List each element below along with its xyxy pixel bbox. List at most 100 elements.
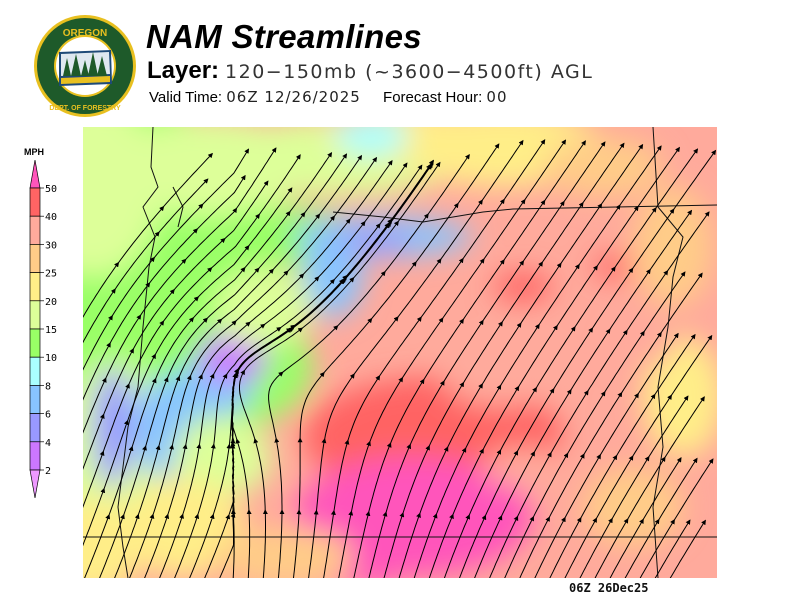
streamline xyxy=(236,147,277,209)
streamline xyxy=(316,438,327,511)
streamline xyxy=(282,325,339,373)
legend-tick-label: 40 xyxy=(45,212,57,223)
streamline xyxy=(379,316,422,377)
legend-tick-label: 10 xyxy=(45,353,57,364)
streamline xyxy=(84,513,111,578)
streamline xyxy=(244,210,291,269)
streamline xyxy=(213,323,266,375)
streamline xyxy=(201,321,251,376)
forecast-hour-value: 00 xyxy=(486,88,508,106)
wind-speed-region xyxy=(633,187,713,307)
streamline xyxy=(346,218,393,277)
streamline xyxy=(390,378,425,444)
streamline xyxy=(619,145,662,206)
streamline xyxy=(303,218,351,275)
streamline xyxy=(369,376,404,442)
streamline xyxy=(604,330,645,393)
streamline xyxy=(239,369,256,440)
streamline xyxy=(501,451,535,517)
streamline xyxy=(334,156,378,217)
streamline xyxy=(258,211,306,269)
wind-speed-region xyxy=(483,447,563,487)
oregon-department-of-forestry-logo: OREGON DEPT. OF FORESTRY xyxy=(33,14,137,123)
svg-text:DEPT. OF FORESTRY: DEPT. OF FORESTRY xyxy=(49,105,121,112)
streamline xyxy=(582,142,625,203)
legend-swatch xyxy=(29,187,41,217)
streamline xyxy=(353,220,399,279)
legend-swatch xyxy=(29,300,41,330)
streamline xyxy=(534,516,566,578)
streamline xyxy=(664,396,705,458)
streamline xyxy=(319,154,363,215)
layer-info: Layer: 120−150mb (~3600−4500ft) AGL xyxy=(147,57,593,85)
streamline xyxy=(658,457,698,520)
streamline xyxy=(294,275,348,327)
streamline xyxy=(385,443,411,513)
streamline xyxy=(204,513,231,578)
streamline xyxy=(452,448,484,515)
streamline xyxy=(182,443,202,515)
layer-label: Layer: xyxy=(147,57,220,84)
streamline xyxy=(654,333,696,395)
streamline xyxy=(642,457,682,520)
streamline xyxy=(596,205,639,267)
streamline xyxy=(185,373,203,445)
streamline xyxy=(262,509,268,578)
streamline xyxy=(123,445,147,515)
streamline xyxy=(159,513,184,578)
streamline xyxy=(230,441,236,514)
streamline xyxy=(560,203,603,264)
streamline xyxy=(500,323,540,386)
streamline xyxy=(287,215,336,272)
streamline xyxy=(587,329,628,392)
streamline xyxy=(158,178,209,233)
geographic-border xyxy=(332,204,717,223)
streamline xyxy=(199,373,215,445)
streamline xyxy=(447,383,483,448)
streamline xyxy=(244,327,304,371)
legend-swatch xyxy=(29,385,41,414)
streamline xyxy=(419,446,449,514)
legend-swatch xyxy=(29,441,41,471)
streamline xyxy=(351,440,371,512)
streamline xyxy=(83,342,111,401)
streamline xyxy=(533,452,569,518)
streamline xyxy=(481,139,524,201)
streamline xyxy=(501,261,543,323)
streamline xyxy=(308,509,319,578)
streamline xyxy=(83,487,106,547)
streamline xyxy=(436,447,467,515)
streamline xyxy=(140,258,187,316)
streamline xyxy=(643,271,686,332)
streamline xyxy=(337,270,386,327)
legend-tick-label: 2 xyxy=(45,466,51,477)
streamline xyxy=(443,514,471,578)
streamline xyxy=(538,263,580,325)
streamline xyxy=(632,208,675,269)
streamline xyxy=(274,437,283,511)
streamline xyxy=(627,456,666,520)
streamline xyxy=(333,223,381,280)
streamline xyxy=(443,319,484,382)
streamline xyxy=(347,375,381,441)
streamline xyxy=(481,322,522,385)
streamline xyxy=(570,328,611,391)
streamline xyxy=(213,373,228,445)
streamline xyxy=(304,153,348,213)
streamline xyxy=(338,510,354,578)
streamline xyxy=(144,513,170,578)
streamline xyxy=(202,148,250,205)
streamline xyxy=(556,265,598,326)
streamline xyxy=(599,392,639,456)
streamline xyxy=(163,267,213,322)
streamline xyxy=(624,518,660,578)
streamline xyxy=(468,449,502,516)
streamline xyxy=(503,139,546,200)
streamline xyxy=(648,395,689,457)
streamline xyxy=(353,316,399,375)
streamline xyxy=(609,268,651,330)
streamline xyxy=(402,317,444,378)
streamline xyxy=(415,202,459,263)
streamline xyxy=(660,272,703,333)
streamline xyxy=(397,161,441,222)
